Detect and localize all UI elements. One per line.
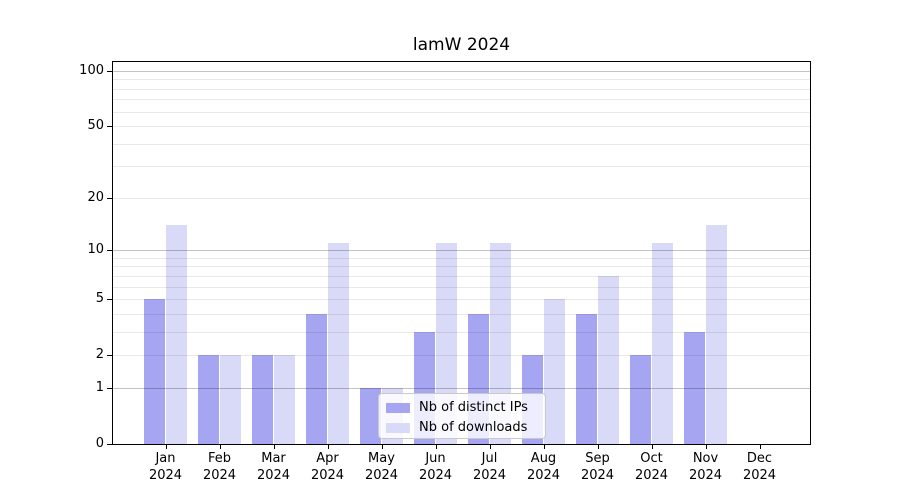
bar-jan-distinct-ips xyxy=(143,299,166,444)
bar-oct-downloads xyxy=(651,243,674,444)
x-tick-mark-nov xyxy=(705,444,707,449)
y-tick-mark-50 xyxy=(107,126,112,128)
bar-mar-downloads xyxy=(273,355,296,444)
y-tick-label-10: 10 xyxy=(87,242,104,258)
gridline-20 xyxy=(113,197,810,199)
gridline-4 xyxy=(113,313,810,315)
y-tick-mark-1 xyxy=(107,387,112,389)
x-tick-mark-mar xyxy=(273,444,275,449)
y-tick-label-50: 50 xyxy=(87,118,104,134)
legend-label-downloads: Nb of downloads xyxy=(419,420,528,435)
y-tick-label-1: 1 xyxy=(95,379,104,395)
x-tick-label-jan: Jan 2024 xyxy=(148,451,183,483)
y-tick-label-20: 20 xyxy=(87,189,104,205)
legend-item-distinct-ips: Nb of distinct IPs xyxy=(386,399,545,417)
legend-swatch-downloads xyxy=(386,423,410,433)
x-tick-mark-feb xyxy=(219,444,221,449)
x-tick-mark-jul xyxy=(489,444,491,449)
bar-jan-downloads xyxy=(165,225,188,444)
gridline-10 xyxy=(113,250,810,252)
y-tick-mark-100 xyxy=(107,70,112,72)
y-tick-label-5: 5 xyxy=(95,291,104,307)
bar-sep-downloads xyxy=(597,275,620,444)
gridline-2 xyxy=(113,355,810,357)
gridline-5 xyxy=(113,299,810,301)
gridline-8 xyxy=(113,266,810,268)
x-tick-label-mar: Mar 2024 xyxy=(256,451,291,483)
bar-aug-downloads xyxy=(543,299,566,444)
bar-nov-distinct-ips xyxy=(683,331,706,444)
y-tick-mark-2 xyxy=(107,355,112,357)
gridline-60 xyxy=(113,111,810,113)
x-tick-label-jun: Jun 2024 xyxy=(418,451,453,483)
legend-label-distinct-ips: Nb of distinct IPs xyxy=(419,400,528,415)
x-tick-mark-sep xyxy=(597,444,599,449)
legend-swatch-distinct-ips xyxy=(386,403,410,413)
gridlines-layer xyxy=(113,62,810,444)
bar-oct-distinct-ips xyxy=(629,355,652,444)
x-tick-label-apr: Apr 2024 xyxy=(310,451,345,483)
y-tick-label-0: 0 xyxy=(95,436,104,451)
plot-area: Nb of distinct IPs Nb of downloads xyxy=(112,61,811,445)
bar-sep-distinct-ips xyxy=(575,313,598,444)
y-tick-mark-10 xyxy=(107,250,112,252)
x-tick-mark-jun xyxy=(435,444,437,449)
bar-apr-distinct-ips xyxy=(305,313,328,444)
gridline-40 xyxy=(113,143,810,145)
x-tick-label-may: May 2024 xyxy=(364,451,399,483)
gridline-9 xyxy=(113,257,810,259)
y-tick-mark-0 xyxy=(107,444,112,445)
gridline-1 xyxy=(113,387,810,389)
bar-apr-downloads xyxy=(327,243,350,444)
x-tick-mark-aug xyxy=(543,444,545,449)
x-tick-label-feb: Feb 2024 xyxy=(202,451,237,483)
legend-item-downloads: Nb of downloads xyxy=(386,419,545,437)
gridline-50 xyxy=(113,126,810,128)
x-tick-mark-dec xyxy=(759,444,761,449)
y-tick-mark-5 xyxy=(107,299,112,301)
legend: Nb of distinct IPs Nb of downloads xyxy=(378,393,546,439)
gridline-90 xyxy=(113,79,810,81)
gridline-3 xyxy=(113,331,810,333)
gridline-7 xyxy=(113,275,810,277)
bar-feb-downloads xyxy=(219,355,242,444)
gridline-80 xyxy=(113,88,810,90)
x-tick-mark-oct xyxy=(651,444,653,449)
x-tick-mark-may xyxy=(381,444,383,449)
bar-mar-distinct-ips xyxy=(251,355,274,444)
gridline-30 xyxy=(113,166,810,168)
gridline-6 xyxy=(113,286,810,288)
x-tick-mark-jan xyxy=(165,444,167,449)
gridline-70 xyxy=(113,99,810,101)
x-tick-mark-apr xyxy=(327,444,329,449)
bar-may-distinct-ips xyxy=(359,387,382,444)
chart-title: lamW 2024 xyxy=(412,35,511,55)
bar-nov-downloads xyxy=(705,225,728,444)
gridline-100 xyxy=(113,70,810,72)
x-tick-label-oct: Oct 2024 xyxy=(634,451,669,483)
x-tick-label-dec: Dec 2024 xyxy=(742,451,777,483)
x-tick-label-sep: Sep 2024 xyxy=(580,451,615,483)
x-tick-label-jul: Jul 2024 xyxy=(472,451,507,483)
bar-feb-distinct-ips xyxy=(197,355,220,444)
x-tick-label-aug: Aug 2024 xyxy=(526,451,561,483)
y-tick-label-100: 100 xyxy=(79,62,104,78)
x-tick-label-nov: Nov 2024 xyxy=(688,451,723,483)
y-tick-mark-20 xyxy=(107,197,112,199)
y-tick-label-2: 2 xyxy=(95,347,104,363)
